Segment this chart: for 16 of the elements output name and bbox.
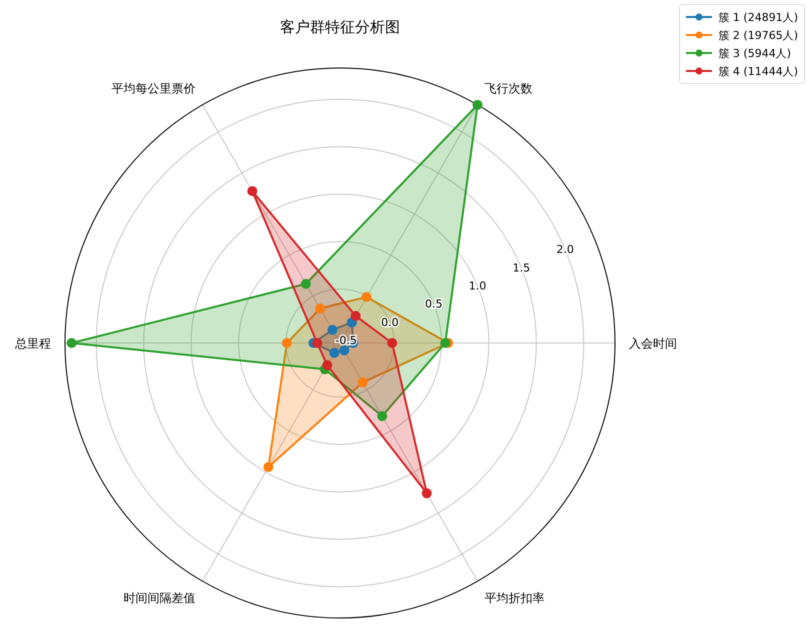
- y-tick-label: 1.5: [512, 261, 530, 274]
- spoke-label: 平均折扣率: [484, 590, 544, 605]
- legend-label: 簇 2 (19765人): [718, 28, 798, 42]
- legend-label: 簇 3 (5944人): [718, 46, 791, 60]
- y-tick-label: 2.0: [556, 243, 574, 256]
- legend-label: 簇 4 (11444人): [718, 64, 798, 78]
- y-tick-label: 1.0: [468, 280, 486, 293]
- spoke-label: 入会时间: [629, 336, 677, 350]
- y-tick-label: 0.5: [424, 298, 442, 311]
- y-tick-label: 0.0: [381, 316, 399, 329]
- spoke-label: 总里程: [14, 336, 51, 350]
- spoke-label: 时间间隔差值: [124, 590, 196, 605]
- legend-label: 簇 1 (24891人): [718, 10, 798, 24]
- spoke-label: 飞行次数: [484, 82, 532, 96]
- text: 客户群特征分析图: [279, 18, 401, 37]
- spoke-label: 平均每公里票价: [112, 82, 196, 96]
